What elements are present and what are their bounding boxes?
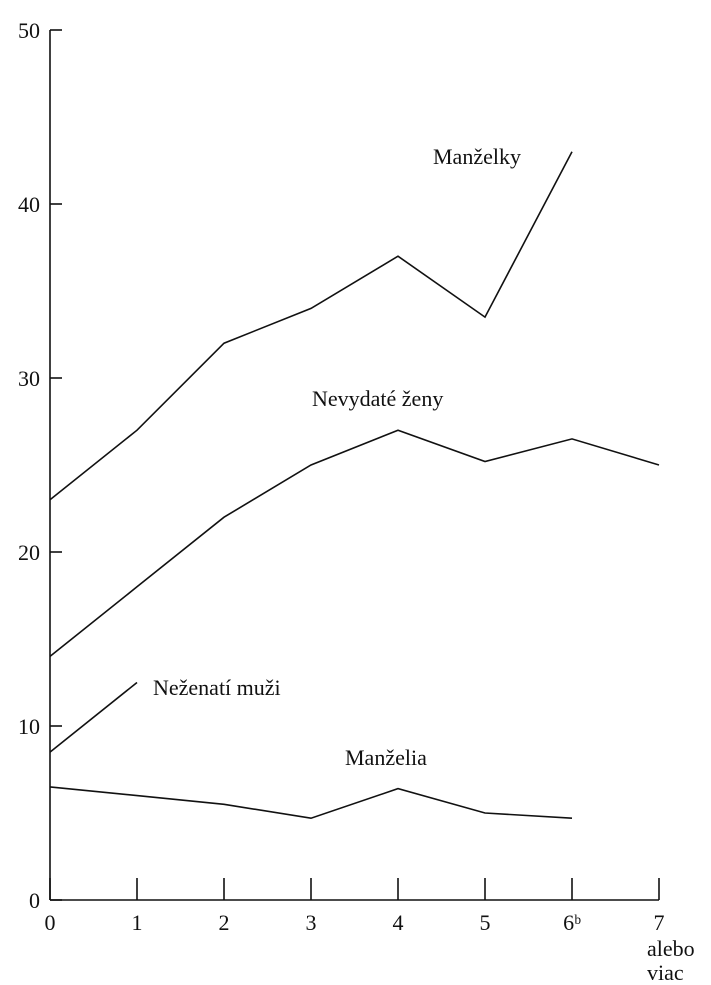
series-line <box>49 786 573 820</box>
x-tick-note: alebo <box>647 936 695 961</box>
series-label: Nevydaté ženy <box>312 386 443 411</box>
series-line <box>49 151 573 501</box>
series-label: Manželia <box>345 745 427 770</box>
x-tick-note: viac <box>647 960 684 985</box>
series-line <box>49 429 660 658</box>
x-tick-label: 5 <box>480 910 491 935</box>
y-tick-label: 50 <box>18 18 40 43</box>
y-tick-label: 10 <box>18 714 40 739</box>
y-tick-label: 20 <box>18 540 40 565</box>
x-tick-label: 4 <box>393 910 404 935</box>
series-line <box>49 681 138 753</box>
x-tick-label: 6ᵇ <box>563 910 581 935</box>
y-tick-label: 40 <box>18 192 40 217</box>
x-tick-label: 7 <box>654 910 665 935</box>
y-tick-label: 0 <box>29 888 40 913</box>
x-tick-label: 2 <box>219 910 230 935</box>
x-tick-label: 3 <box>306 910 317 935</box>
series-label: Neženatí muži <box>153 675 281 700</box>
y-tick-label: 30 <box>18 366 40 391</box>
series-label: Manželky <box>433 144 521 169</box>
x-tick-label: 0 <box>45 910 56 935</box>
x-tick-label: 1 <box>132 910 143 935</box>
